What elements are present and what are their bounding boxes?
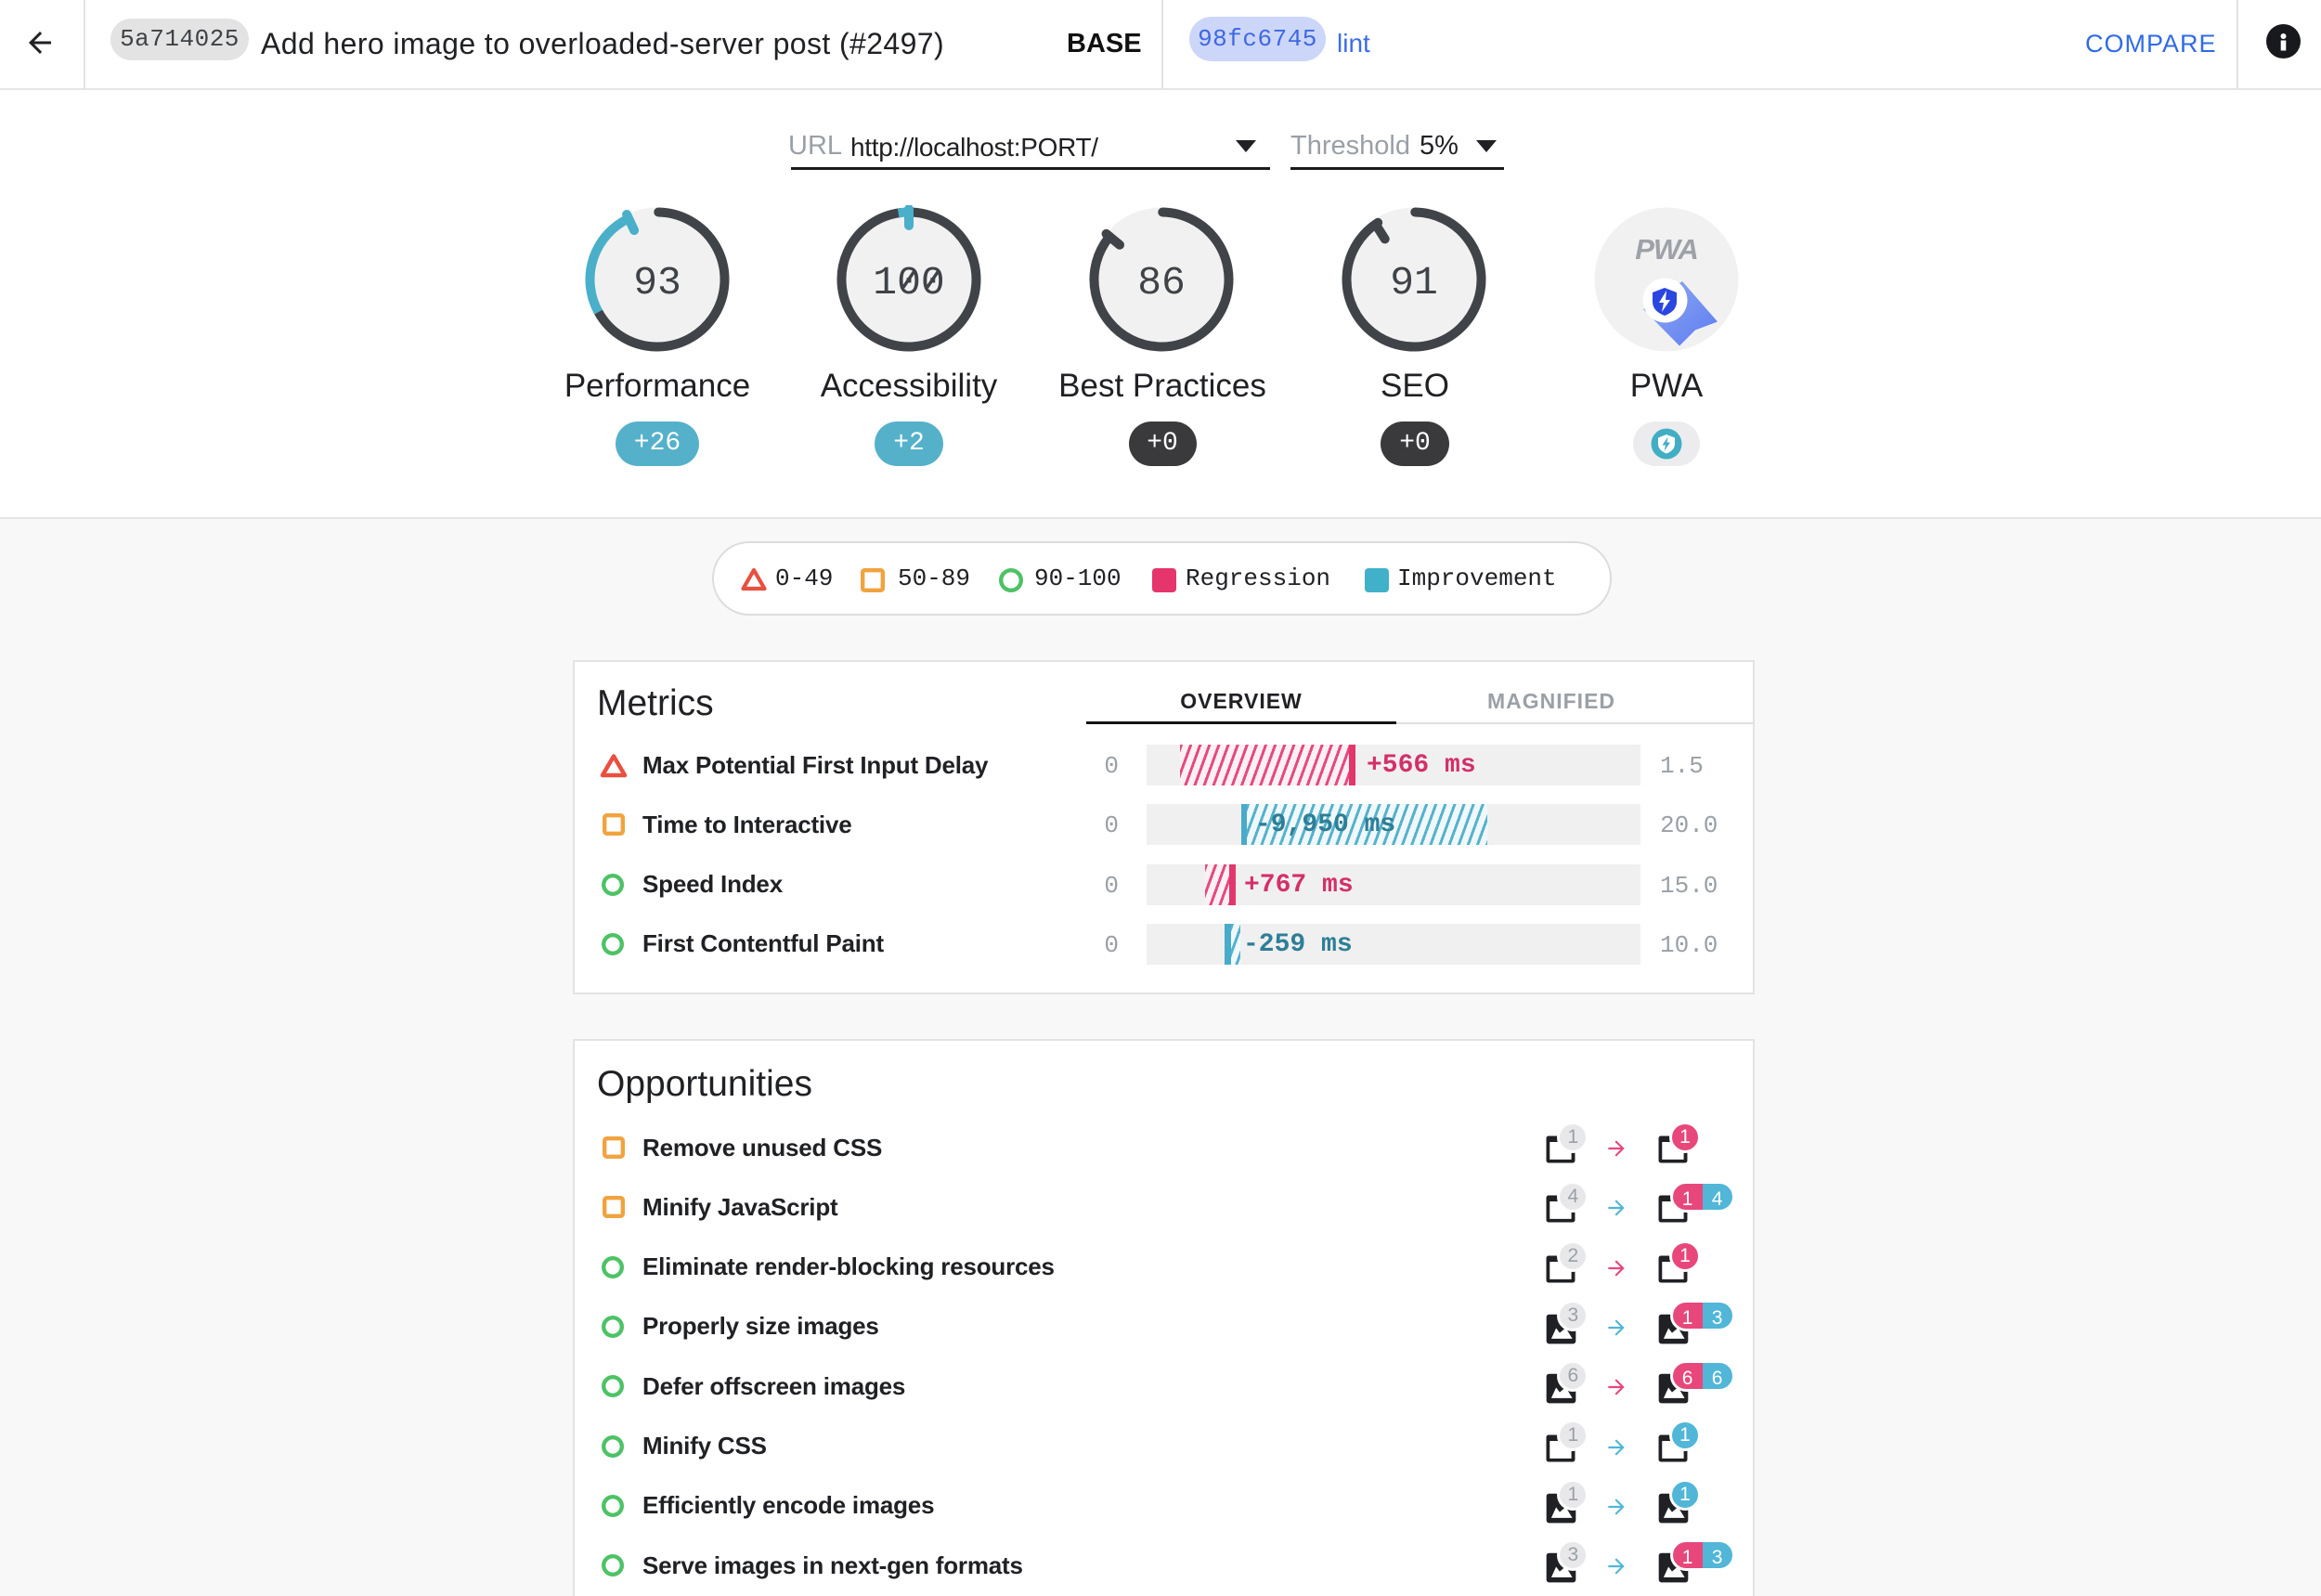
svg-text:PWA: PWA xyxy=(1635,233,1698,266)
svg-text:91: 91 xyxy=(1390,260,1438,305)
svg-text:86: 86 xyxy=(1137,260,1186,305)
svg-text:100: 100 xyxy=(873,260,944,305)
svg-text:93: 93 xyxy=(633,260,681,305)
